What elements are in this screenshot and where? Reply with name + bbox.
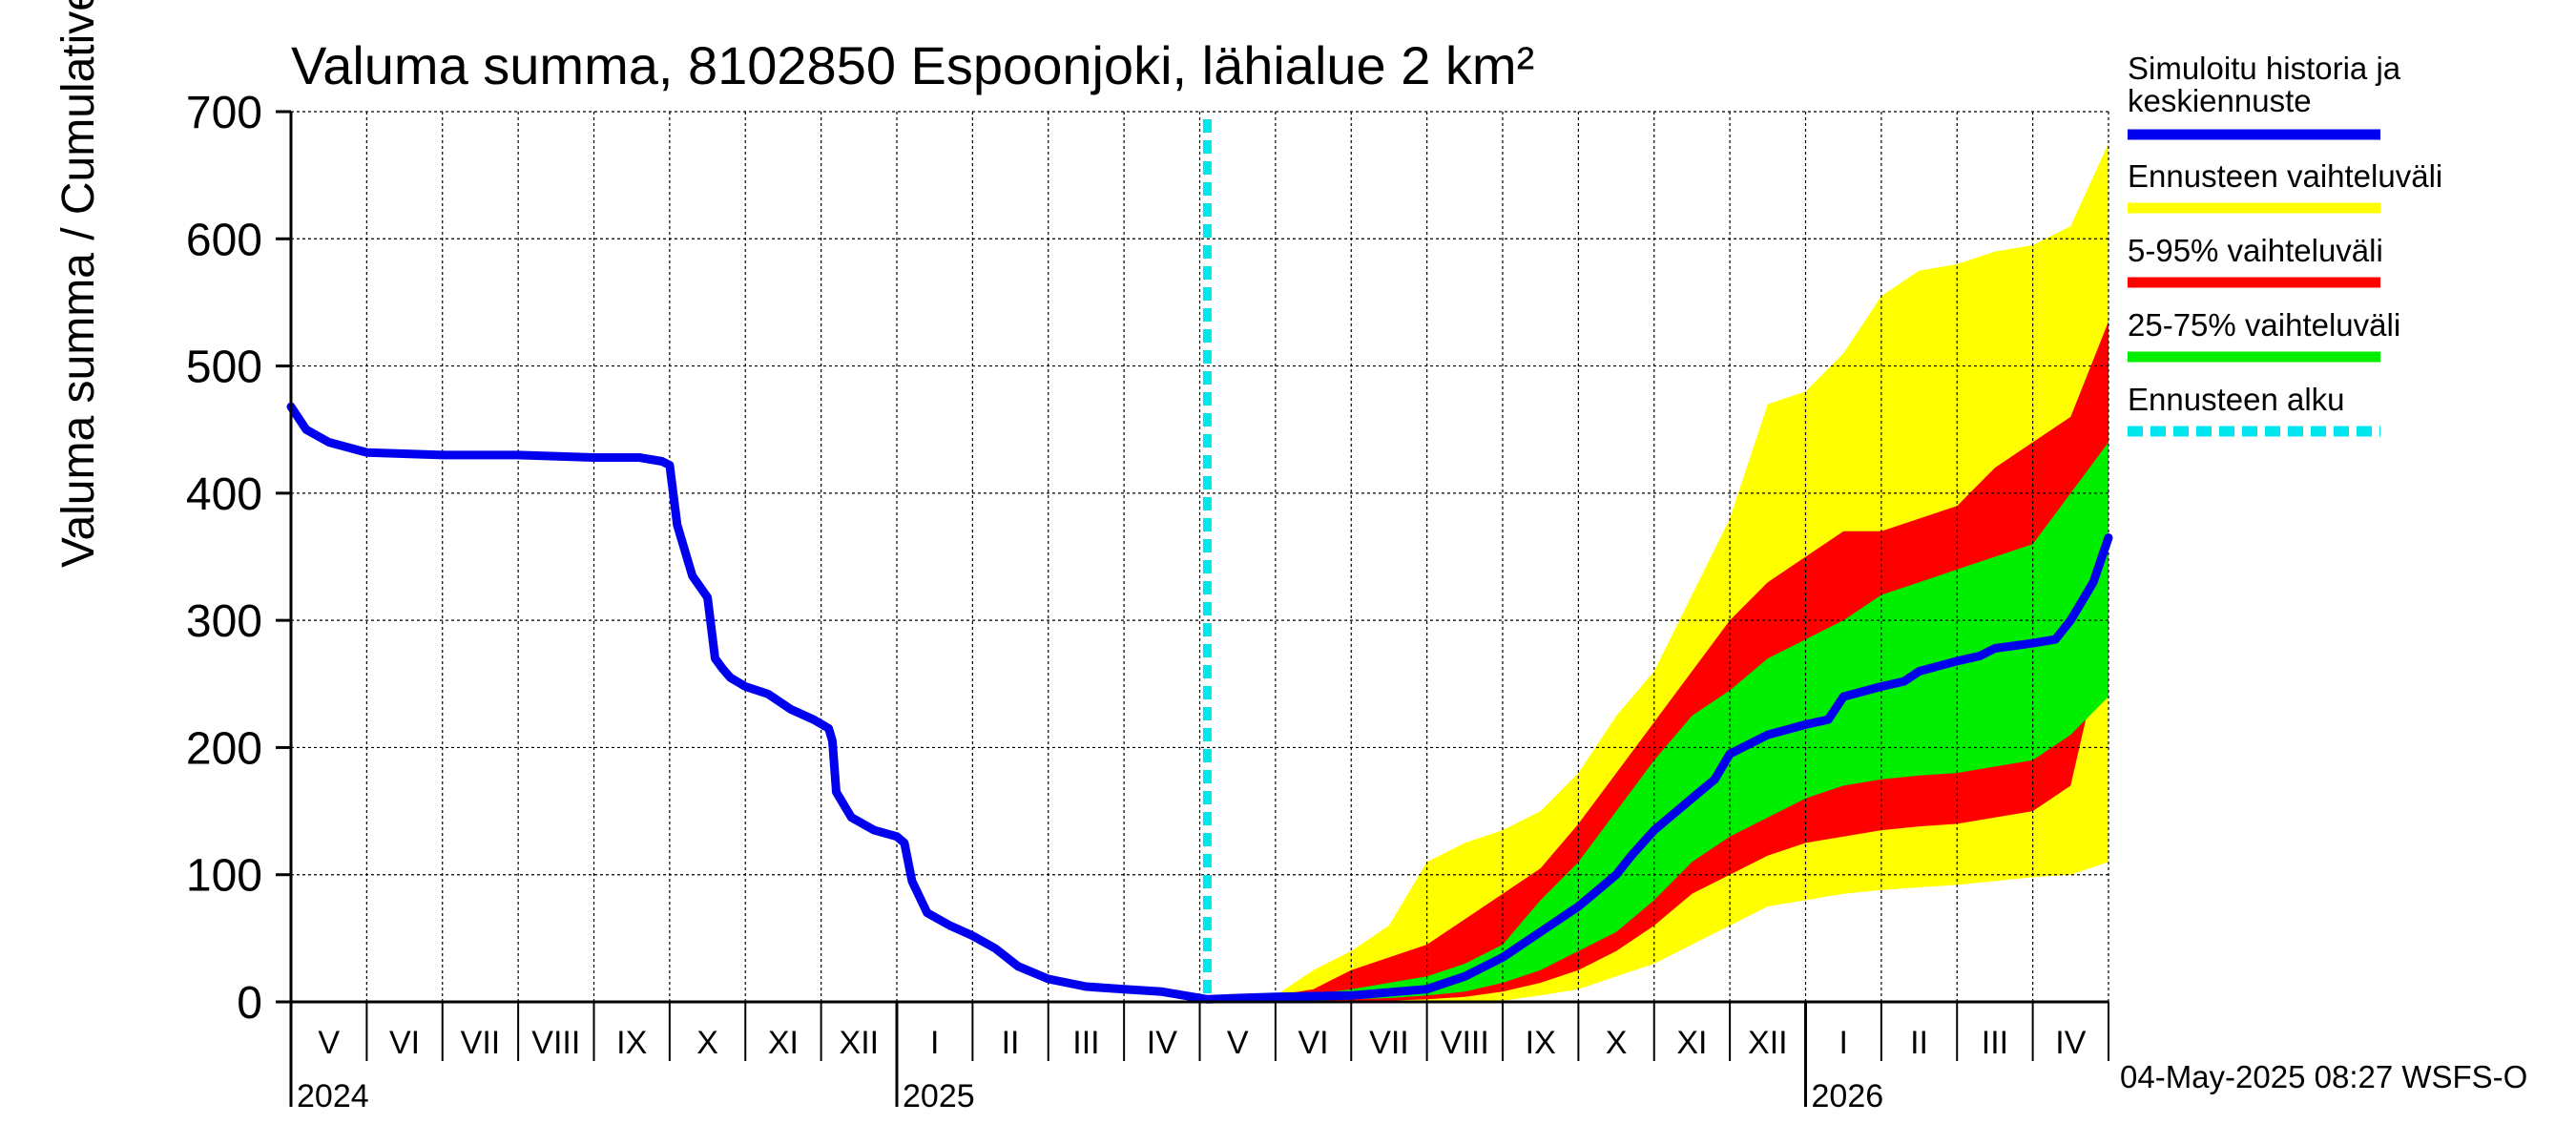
month-label: III	[1072, 1025, 1099, 1061]
month-label: IV	[2055, 1025, 2086, 1061]
timestamp-footer: 04-May-2025 08:27 WSFS-O	[2120, 1059, 2527, 1094]
month-label: XI	[1676, 1025, 1707, 1061]
month-label: IX	[1526, 1025, 1556, 1061]
month-label: II	[1910, 1025, 1928, 1061]
y-tick-label: 200	[186, 723, 262, 774]
y-axis-label: Valuma summa / Cumulative runoff mm	[53, 0, 104, 568]
y-tick-label: 400	[186, 469, 262, 520]
series-line-median	[286, 402, 2113, 1004]
year-label: 2024	[297, 1078, 369, 1114]
forecast-bands	[1207, 143, 2109, 1003]
month-label: XII	[840, 1025, 880, 1061]
chart-title: Valuma summa, 8102850 Espoonjoki, lähial…	[291, 35, 1534, 95]
month-label: I	[1839, 1025, 1847, 1061]
month-label: III	[1982, 1025, 2008, 1061]
month-label: V	[318, 1025, 340, 1061]
axes	[276, 110, 2109, 1107]
y-tick-label: 700	[186, 88, 262, 138]
year-label: 2026	[1812, 1078, 1884, 1114]
month-label: I	[930, 1025, 939, 1061]
month-label: IV	[1147, 1025, 1177, 1061]
y-tick-label: 300	[186, 596, 262, 647]
month-label: XI	[768, 1025, 799, 1061]
band-25-75-vaihteluv-li	[1207, 442, 2109, 1002]
month-label: VI	[1298, 1025, 1329, 1061]
month-label: II	[1002, 1025, 1020, 1061]
legend-label: Simuloitu historia ja	[2128, 51, 2401, 86]
month-label: X	[696, 1025, 718, 1061]
y-tick-label: 0	[237, 978, 262, 1029]
series-layer	[286, 402, 2113, 1004]
month-label: XII	[1748, 1025, 1788, 1061]
year-label: 2025	[903, 1078, 975, 1114]
y-tick-label: 100	[186, 851, 262, 902]
month-label: VII	[461, 1025, 501, 1061]
y-tick-label: 600	[186, 215, 262, 265]
legend-label: keskiennuste	[2128, 83, 2312, 118]
month-label: VI	[389, 1025, 420, 1061]
month-label: X	[1606, 1025, 1628, 1061]
month-labels: V VI VII VIII IX X XI XII I II III IV V VI VII VIII IX X X…	[318, 1025, 2086, 1061]
legend-label: 5-95% vaihteluväli	[2128, 233, 2383, 268]
legend-label: Ennusteen alku	[2128, 382, 2345, 417]
y-tick-labels: 0 100 200 300 400 500 600 700	[186, 88, 262, 1029]
legend-label: 25-75% vaihteluväli	[2128, 307, 2400, 343]
month-label: VIII	[1441, 1025, 1489, 1061]
year-labels: 2024 2025 2026	[297, 1078, 1883, 1114]
month-label: IX	[616, 1025, 647, 1061]
y-tick-label: 500	[186, 343, 262, 393]
month-label: V	[1227, 1025, 1249, 1061]
month-label: VII	[1369, 1025, 1409, 1061]
legend-label: Ennusteen vaihteluväli	[2128, 158, 2442, 194]
month-label: VIII	[531, 1025, 580, 1061]
